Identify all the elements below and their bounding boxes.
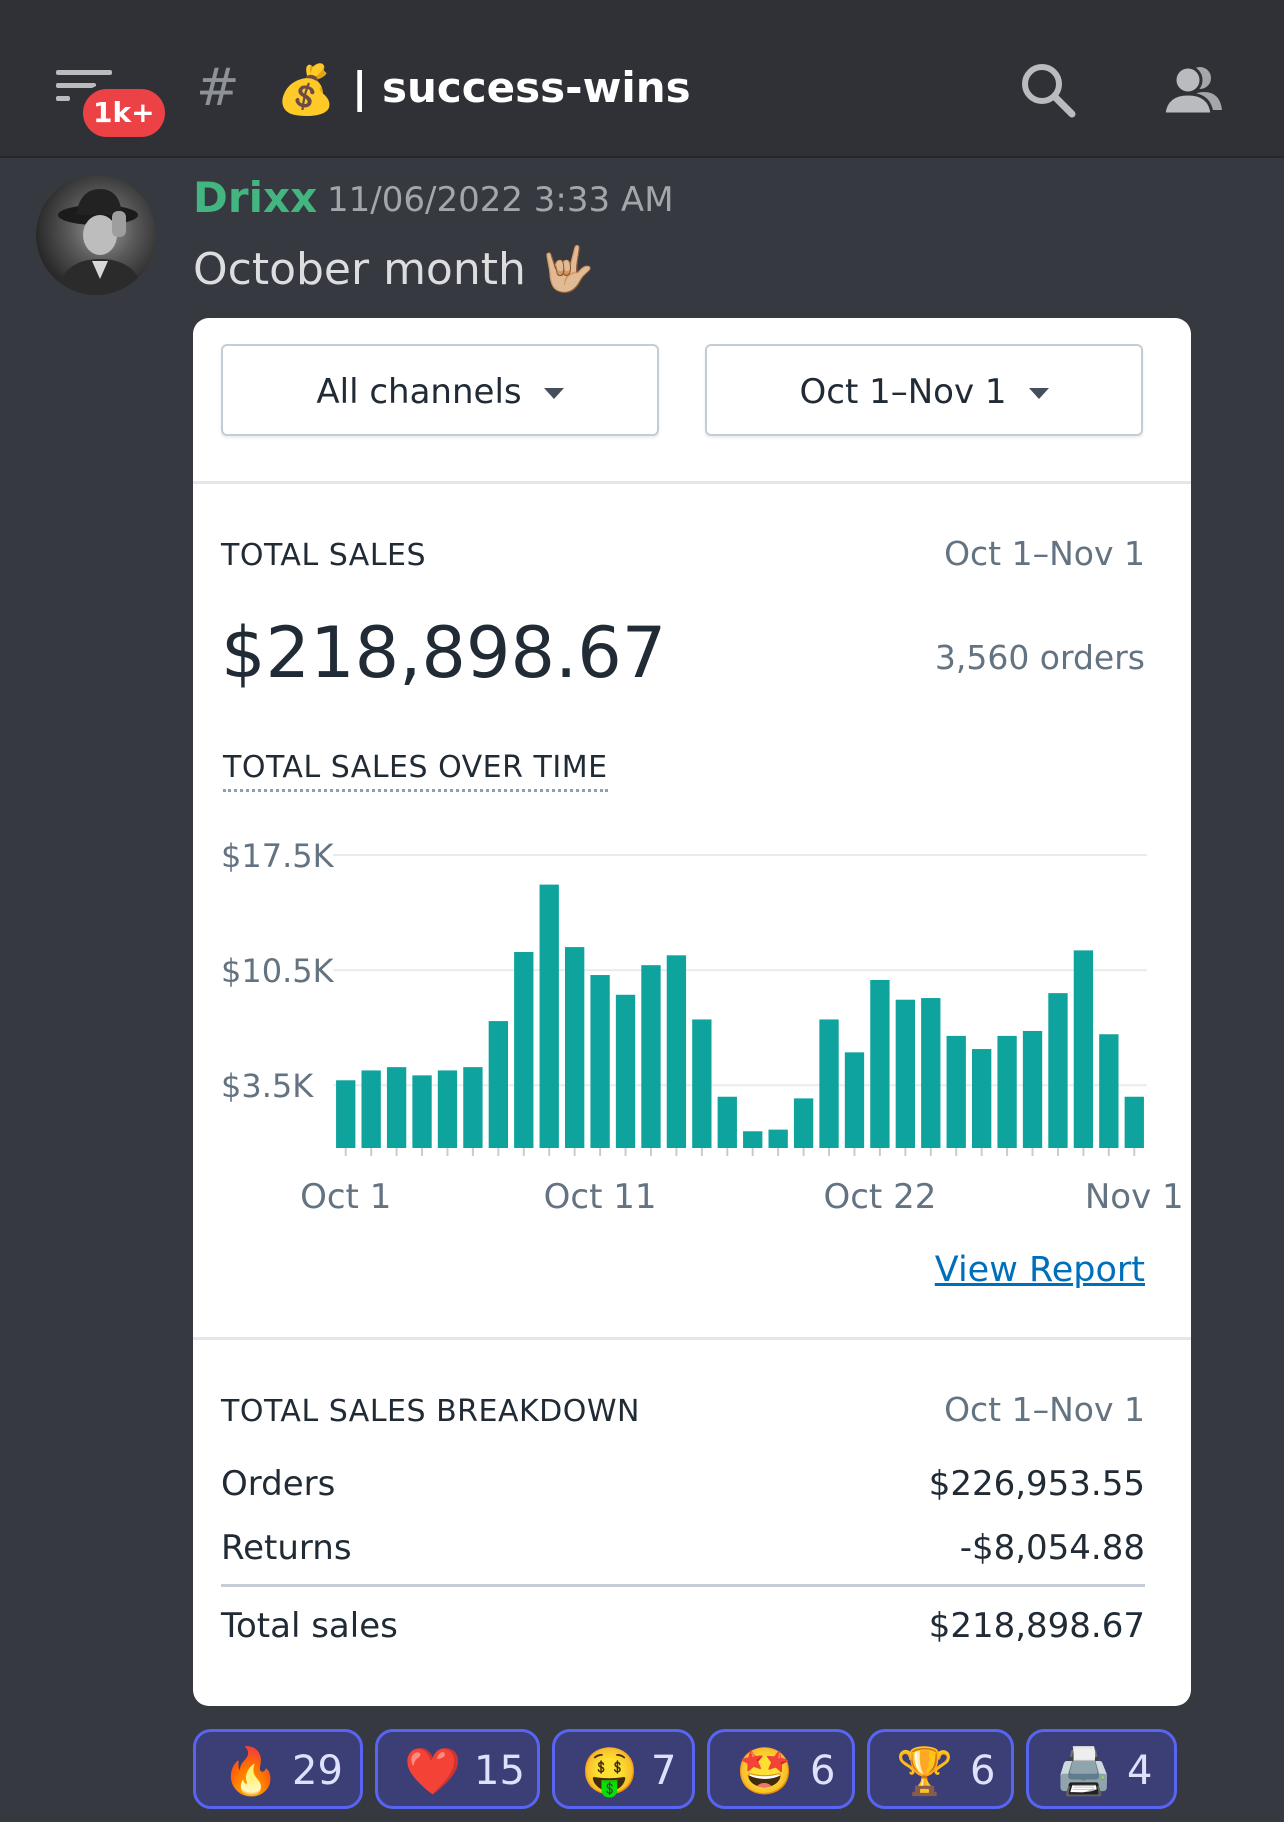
total-separator (221, 1584, 1145, 1587)
x-tick-label: Oct 22 (823, 1177, 936, 1217)
trophy-icon: 🏆 (896, 1744, 954, 1798)
divider (193, 481, 1191, 484)
message-text: October month 🤟🏼 (193, 244, 595, 295)
bar (1022, 1030, 1043, 1148)
y-tick-label: $10.5K (221, 952, 335, 990)
view-report-link[interactable]: View Report (934, 1250, 1145, 1290)
reaction-money-face[interactable]: 🤑 7 (552, 1729, 695, 1809)
hash-icon: # (196, 58, 240, 118)
bar (1048, 993, 1068, 1148)
bar (870, 979, 890, 1148)
reaction-count: 4 (1127, 1748, 1153, 1794)
fire-icon: 🔥 (222, 1744, 280, 1798)
breakdown-row-returns-label: Returns (221, 1528, 352, 1568)
bar (336, 1080, 356, 1148)
sales-embed-card: All channels Oct 1–Nov 1 TOTAL SALES Oct… (193, 318, 1191, 1706)
bar (514, 952, 534, 1148)
star-struck-icon: 🤩 (736, 1744, 794, 1798)
bar (997, 1035, 1017, 1148)
bar (1099, 1034, 1119, 1148)
avatar[interactable] (36, 175, 156, 295)
unread-badge: 1k+ (78, 84, 170, 142)
total-sales-range: Oct 1–Nov 1 (944, 534, 1145, 573)
breakdown-title: TOTAL SALES BREAKDOWN (221, 1394, 640, 1429)
bar (743, 1131, 763, 1148)
bar (971, 1049, 992, 1148)
reaction-count: 15 (474, 1748, 525, 1794)
caret-down-icon (543, 388, 564, 399)
reaction-count: 7 (651, 1748, 677, 1794)
reaction-fire[interactable]: 🔥 29 (193, 1729, 363, 1809)
caret-down-icon (1028, 388, 1049, 399)
date-filter-dropdown[interactable]: Oct 1–Nov 1 (705, 344, 1143, 436)
reaction-count: 6 (810, 1748, 836, 1794)
bar (666, 955, 687, 1148)
sales-over-time-title[interactable]: TOTAL SALES OVER TIME (223, 748, 608, 792)
bar (641, 965, 661, 1148)
bar (386, 1067, 407, 1148)
bar (488, 1021, 509, 1148)
bar (895, 999, 916, 1148)
bar (844, 1052, 865, 1148)
channel-filter-dropdown[interactable]: All channels (221, 344, 659, 436)
bar (412, 1075, 432, 1148)
bar (717, 1096, 737, 1148)
heart-icon: ❤️ (404, 1744, 462, 1798)
divider (193, 1337, 1191, 1340)
channel-filter-label: All channels (316, 372, 522, 412)
x-tick-label: Oct 1 (300, 1177, 391, 1217)
sales-over-time-chart: $17.5K $10.5K $3.5K Oct 1 Oct 11 Oct 22 Nov 1 (221, 837, 1184, 1217)
printer-icon: 🖨️ (1055, 1744, 1113, 1798)
members-icon[interactable] (1160, 58, 1224, 122)
bar (615, 994, 636, 1148)
reaction-star-struck[interactable]: 🤩 6 (707, 1729, 855, 1809)
bar (921, 998, 941, 1148)
money-face-icon: 🤑 (581, 1744, 639, 1798)
bar (1124, 1096, 1144, 1148)
breakdown-row-orders-value: $226,953.55 (928, 1464, 1145, 1504)
reaction-count: 6 (970, 1748, 996, 1794)
bar (819, 1019, 839, 1148)
money-bag-emoji: 💰 (276, 62, 336, 118)
reaction-printer[interactable]: 🖨️ 4 (1026, 1729, 1177, 1809)
bar (768, 1129, 788, 1148)
channel-header: 1k+ # 💰 | success-wins (0, 0, 1284, 158)
x-tick-label: Nov 1 (1085, 1177, 1184, 1217)
bar (463, 1067, 483, 1148)
bar (1073, 950, 1094, 1148)
breakdown-range: Oct 1–Nov 1 (944, 1390, 1145, 1429)
total-sales-title: TOTAL SALES (221, 538, 427, 573)
timestamp: 11/06/2022 3:33 AM (327, 180, 674, 220)
reaction-count: 29 (292, 1748, 343, 1794)
y-tick-label: $3.5K (221, 1067, 314, 1105)
bar (361, 1070, 381, 1148)
reaction-heart[interactable]: ❤️ 15 (375, 1729, 540, 1809)
bar (692, 1019, 712, 1148)
username[interactable]: Drixx (193, 173, 318, 222)
bar (437, 1070, 458, 1148)
reaction-trophy[interactable]: 🏆 6 (867, 1729, 1014, 1809)
orders-count: 3,560 orders (934, 638, 1145, 677)
search-icon[interactable] (1016, 58, 1080, 122)
bar (946, 1035, 966, 1148)
date-filter-label: Oct 1–Nov 1 (799, 372, 1007, 412)
bar (564, 947, 585, 1148)
y-tick-label: $17.5K (221, 837, 335, 875)
bar (590, 975, 610, 1148)
x-tick-label: Oct 11 (544, 1177, 657, 1217)
menu-icon[interactable] (56, 70, 116, 110)
breakdown-row-total-label: Total sales (221, 1606, 398, 1646)
breakdown-row-orders-label: Orders (221, 1464, 336, 1504)
breakdown-row-returns-value: -$8,054.88 (959, 1528, 1145, 1568)
bar (793, 1098, 814, 1148)
total-sales-amount: $218,898.67 (221, 612, 667, 694)
bar (539, 884, 559, 1148)
channel-name[interactable]: | success-wins (352, 63, 691, 112)
breakdown-row-total-value: $218,898.67 (928, 1606, 1145, 1646)
